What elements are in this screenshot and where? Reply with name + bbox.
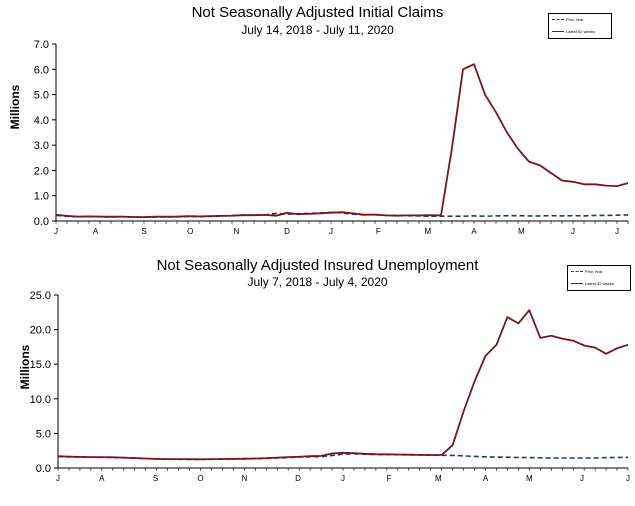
- y-tick-label: 15.0: [30, 359, 51, 371]
- legend: Prior Year Latest 52 weeks: [548, 13, 612, 39]
- series-line-prior-year: [57, 453, 629, 461]
- x-tick-label: S: [153, 474, 158, 483]
- x-tick-label: O: [197, 474, 203, 483]
- x-tick-label: D: [284, 227, 290, 236]
- y-tick-label: 6.0: [34, 64, 49, 76]
- series-line-latest-52-weeks: [55, 63, 629, 219]
- x-tick-label: M: [526, 474, 533, 483]
- y-tick-label: 2.0: [34, 165, 49, 177]
- legend-item-latest: Latest 52 weeks: [552, 28, 595, 34]
- legend-swatch-dashed: [571, 270, 583, 272]
- y-tick-label: 3.0: [34, 140, 49, 152]
- legend: Prior Year Latest 52 weeks: [567, 265, 631, 291]
- y-tick-label: 4.0: [34, 115, 49, 127]
- legend-label: Latest 52 weeks: [566, 28, 595, 34]
- y-tick-label: 25.0: [30, 290, 51, 302]
- y-tick-label: 0.0: [36, 463, 51, 475]
- x-tick-label: J: [626, 474, 630, 483]
- x-tick-label: D: [295, 474, 301, 483]
- legend-swatch-dashed: [552, 18, 564, 20]
- plot-area: 0.0 1.0 2.0 3.0 4.0 5.0 6.0 7.0 J A S O N D J F M A M J J: [34, 39, 629, 236]
- x-tick-label: F: [387, 474, 392, 483]
- x-tick-label: J: [580, 474, 584, 483]
- y-tick-label: 1.0: [34, 191, 49, 203]
- legend-swatch-solid: [552, 30, 564, 32]
- x-tick-label: O: [187, 227, 193, 236]
- y-tick-label: 7.0: [34, 39, 49, 51]
- x-tick-label: J: [571, 227, 575, 236]
- x-tick-label: A: [93, 227, 99, 236]
- legend-item-prior-year: Prior Year: [571, 268, 603, 274]
- chart-subtitle: July 14, 2018 - July 11, 2020: [241, 23, 394, 37]
- legend-swatch-solid: [571, 282, 583, 284]
- chart-title: Not Seasonally Adjusted Initial Claims: [191, 4, 444, 21]
- x-tick-label: M: [424, 227, 431, 236]
- chart-title: Not Seasonally Adjusted Insured Unemploy…: [156, 257, 479, 274]
- legend-label: Prior Year: [585, 268, 603, 274]
- chart-subtitle: July 7, 2018 - July 4, 2020: [247, 275, 388, 289]
- x-tick-label: J: [54, 227, 58, 236]
- y-tick-label: 0.0: [34, 216, 49, 228]
- plot-area: 0.0 5.0 10.0 15.0 20.0 25.0 J A S O N D J F M A M J J: [30, 290, 630, 483]
- insured-unemployment-chart: Not Seasonally Adjusted Insured Unemploy…: [0, 252, 635, 506]
- y-tick-label: 20.0: [30, 325, 51, 337]
- x-tick-label: J: [329, 227, 333, 236]
- x-tick-label: S: [141, 227, 146, 236]
- initial-claims-chart: Not Seasonally Adjusted Initial Claims J…: [0, 0, 635, 250]
- y-tick-label: 5.0: [36, 428, 51, 440]
- legend-label: Prior Year: [566, 16, 584, 22]
- y-tick-label: 10.0: [30, 394, 51, 406]
- x-tick-label: J: [341, 474, 345, 483]
- x-tick-label: M: [518, 227, 525, 236]
- x-tick-label: J: [615, 227, 619, 236]
- x-tick-label: J: [56, 474, 60, 483]
- x-tick-label: F: [376, 227, 381, 236]
- x-tick-label: A: [483, 474, 489, 483]
- series-line-latest-52-weeks: [57, 309, 629, 461]
- legend-label: Latest 52 weeks: [585, 280, 614, 286]
- x-tick-label: N: [234, 227, 240, 236]
- x-tick-label: A: [99, 474, 105, 483]
- x-tick-label: M: [435, 474, 442, 483]
- y-tick-label: 5.0: [34, 90, 49, 102]
- x-tick-label: N: [241, 474, 247, 483]
- legend-item-latest: Latest 52 weeks: [571, 280, 614, 286]
- x-tick-label: A: [471, 227, 477, 236]
- legend-item-prior-year: Prior Year: [552, 16, 584, 22]
